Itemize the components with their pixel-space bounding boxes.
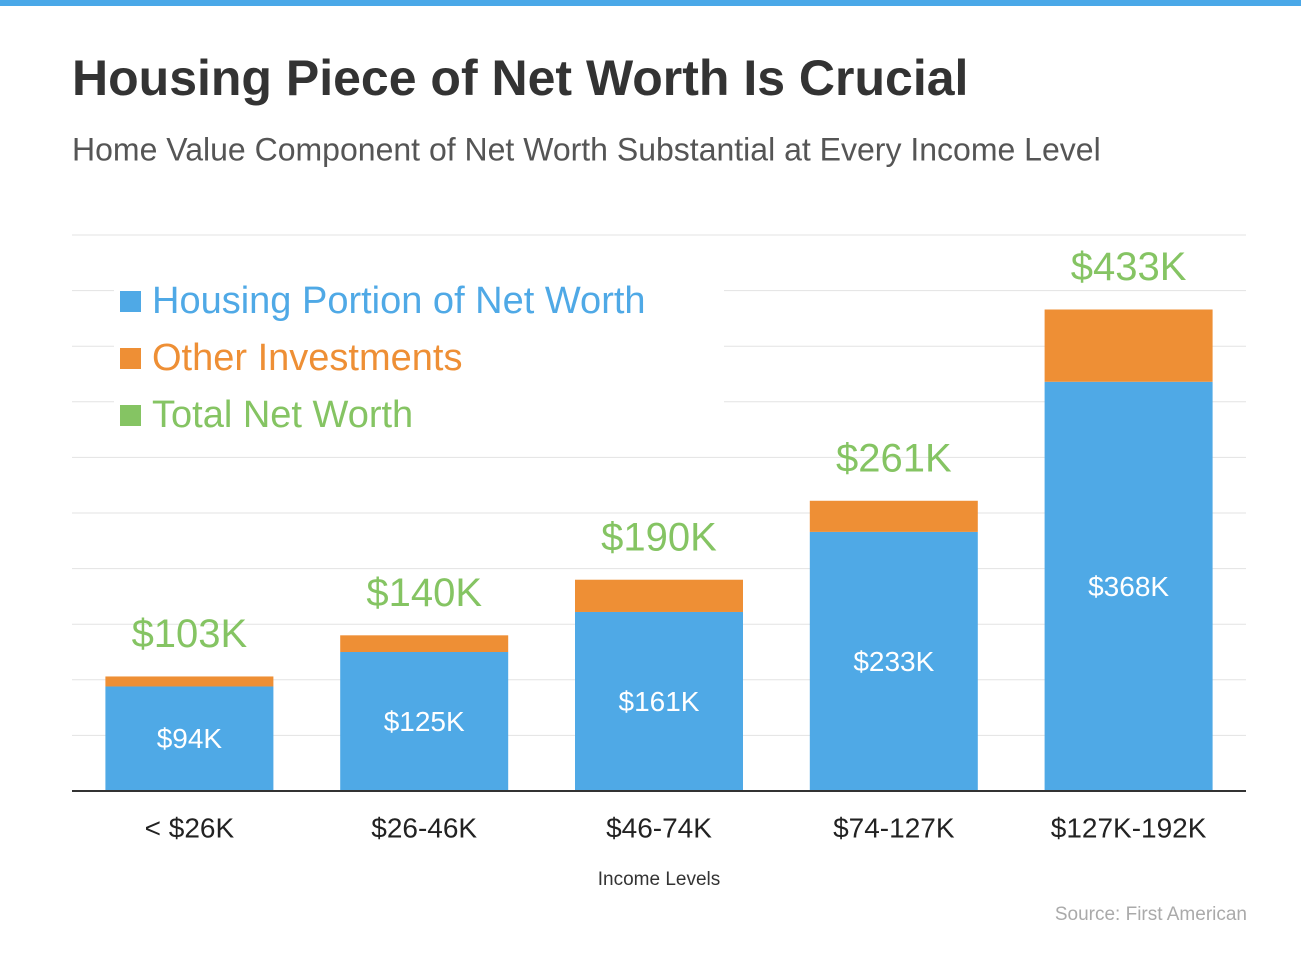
legend-label: Housing Portion of Net Worth xyxy=(152,280,646,322)
bar-segment xyxy=(809,500,978,532)
x-tick-label: $74-127K xyxy=(833,812,955,843)
x-tick-label: $127K-192K xyxy=(1051,812,1207,843)
chart-subtitle: Home Value Component of Net Worth Substa… xyxy=(72,131,1101,167)
total-label: $261K xyxy=(836,436,952,480)
total-label: $140K xyxy=(366,571,482,615)
x-axis-title: Income Levels xyxy=(598,869,721,890)
bar-segment xyxy=(1044,381,1213,791)
legend-label: Total Net Worth xyxy=(152,394,413,436)
total-label: $190K xyxy=(601,515,717,559)
total-label: $433K xyxy=(1071,245,1187,289)
legend-swatch xyxy=(120,291,141,312)
legend-background xyxy=(114,268,724,443)
legend-swatch xyxy=(120,405,141,426)
bar-segment xyxy=(575,579,743,612)
legend-label: Other Investments xyxy=(152,337,462,379)
total-label: $103K xyxy=(132,612,248,656)
x-tick-label: < $26K xyxy=(145,812,235,843)
bar-segment xyxy=(809,531,978,791)
bar-value-label: $94K xyxy=(157,723,223,754)
chart-title: Housing Piece of Net Worth Is Crucial xyxy=(72,50,968,106)
x-tick-label: $26-46K xyxy=(371,812,477,843)
bar-segment xyxy=(105,676,274,687)
bar-value-label: $233K xyxy=(853,646,934,677)
bar-value-label: $125K xyxy=(384,706,465,737)
bar-segment xyxy=(575,611,743,791)
legend-swatch xyxy=(120,348,141,369)
bar-segment xyxy=(105,686,274,791)
top-bar xyxy=(0,0,1301,6)
source: Source: First American xyxy=(1055,904,1247,925)
bar-segment xyxy=(1044,309,1213,382)
bar-segment xyxy=(340,635,509,652)
x-tick-label: $46-74K xyxy=(606,812,712,843)
bar-value-label: $161K xyxy=(619,686,700,717)
bar-segment xyxy=(340,652,509,791)
bar-value-label: $368K xyxy=(1088,571,1169,602)
